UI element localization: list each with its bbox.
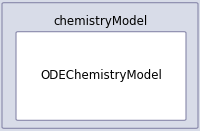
Text: ODEChemistryModel: ODEChemistryModel <box>40 70 162 83</box>
Text: chemistryModel: chemistryModel <box>53 15 147 28</box>
FancyBboxPatch shape <box>2 3 198 128</box>
FancyBboxPatch shape <box>16 32 186 120</box>
